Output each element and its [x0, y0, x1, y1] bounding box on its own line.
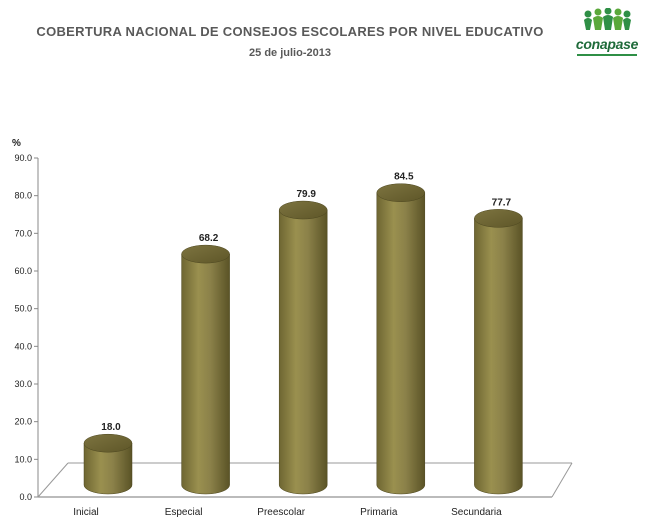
- category-label: Inicial: [73, 507, 99, 518]
- floor-left-edge: [37, 462, 69, 498]
- y-axis-unit: %: [12, 138, 21, 149]
- data-label: 68.2: [199, 233, 219, 244]
- y-tick-label: 50.0: [14, 304, 32, 314]
- floor-right-edge: [551, 462, 573, 498]
- bar-top: [278, 200, 328, 220]
- bar-body: [474, 218, 523, 495]
- category-label: Primaria: [360, 507, 398, 518]
- category-label: Secundaria: [451, 507, 502, 518]
- y-tick-label: 40.0: [14, 341, 32, 351]
- logo-underline: [577, 54, 637, 56]
- bar-body: [278, 209, 328, 495]
- data-label: 84.5: [394, 172, 414, 183]
- chart-title: COBERTURA NACIONAL DE CONSEJOS ESCOLARES…: [36, 24, 544, 39]
- y-tick-label: 60.0: [14, 266, 32, 276]
- bar-primaria: [376, 183, 426, 495]
- bar-top: [376, 183, 426, 202]
- bar-body: [181, 253, 230, 495]
- chart-subtitle: 25 de julio-2013: [249, 47, 331, 59]
- bar-body: [83, 442, 133, 495]
- bar-top: [474, 209, 523, 228]
- data-label: 77.7: [492, 197, 512, 208]
- y-tick-label: 80.0: [14, 191, 32, 201]
- data-label: 79.9: [296, 189, 316, 200]
- y-tick-label: 70.0: [14, 228, 32, 238]
- bar-inicial: [83, 433, 133, 495]
- bar-body: [376, 192, 426, 495]
- category-label: Especial: [165, 507, 203, 518]
- data-label: 18.0: [101, 422, 121, 433]
- y-tick-label: 90.0: [14, 153, 32, 163]
- category-label: Preescolar: [257, 507, 305, 518]
- logo-text: conapase: [575, 36, 639, 52]
- conapase-logo: conapase: [574, 8, 640, 64]
- bar-preescolar: [278, 200, 328, 495]
- bar-top: [181, 244, 230, 264]
- y-tick-label: 10.0: [14, 454, 32, 464]
- people-icon: [584, 8, 631, 30]
- bar-especial: [181, 244, 230, 495]
- bar-top: [83, 433, 133, 453]
- y-tick-label: 20.0: [14, 417, 32, 427]
- bar-secundaria: [474, 209, 523, 495]
- y-tick-label: 0.0: [19, 492, 32, 502]
- y-tick-label: 30.0: [14, 379, 32, 389]
